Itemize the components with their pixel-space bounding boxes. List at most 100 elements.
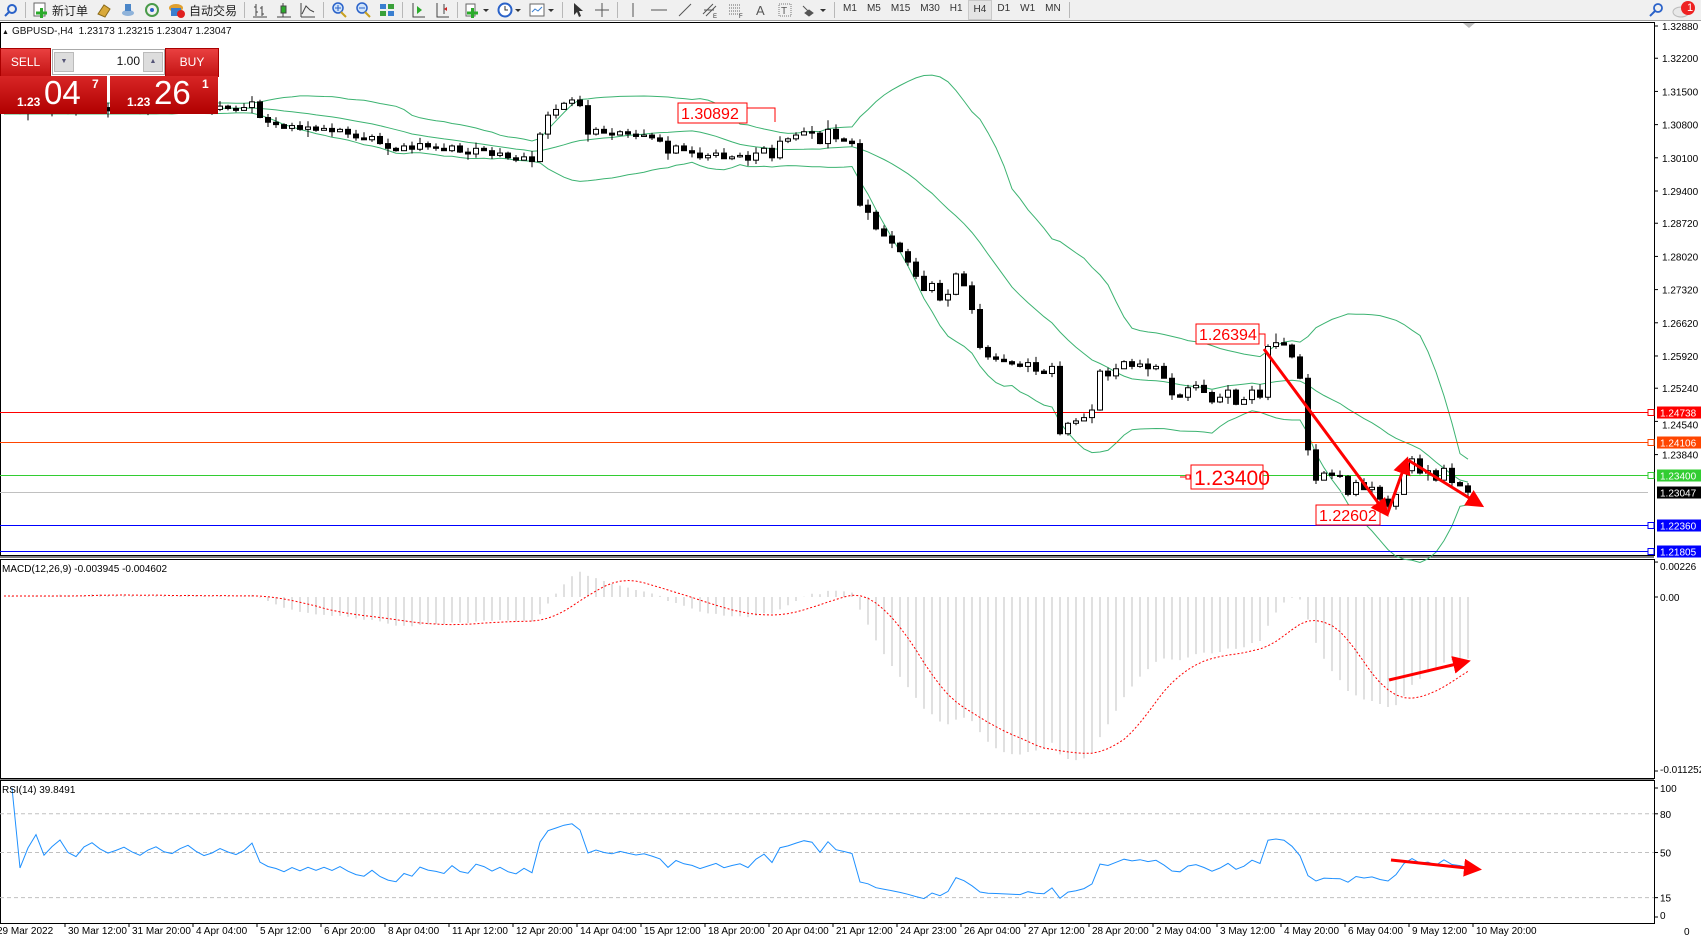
trendline-button[interactable] — [673, 1, 697, 19]
timeframe-m15[interactable]: M15 — [890, 3, 911, 14]
market-watch-icon — [122, 4, 135, 16]
rsi-divergence-arrow[interactable] — [1390, 858, 1482, 877]
price-axis-label: 1.31500 — [1662, 87, 1699, 98]
bear-candle-body — [1041, 370, 1047, 375]
trend-arrow-up[interactable] — [1385, 456, 1411, 516]
arrows-button[interactable] — [797, 1, 831, 19]
sell-button[interactable]: SELL — [0, 48, 51, 77]
annotation-handle[interactable] — [1185, 474, 1191, 480]
bollinger-upper-band — [4, 74, 1469, 460]
line-chart-button[interactable] — [296, 1, 320, 19]
volume-increase-button[interactable]: ▲ — [143, 52, 163, 72]
bar-chart-button[interactable] — [248, 1, 272, 19]
fibonacci-button[interactable]: F — [723, 1, 749, 19]
horizontal-line-button[interactable] — [645, 1, 673, 19]
bear-candle-body — [1449, 467, 1455, 484]
timeframe-m5[interactable]: M5 — [866, 3, 881, 14]
macd-divergence-arrow[interactable] — [1388, 656, 1471, 682]
toolbar-separator — [562, 2, 564, 18]
bear-candle-body — [385, 143, 391, 149]
vertical-line-button[interactable] — [621, 1, 645, 19]
bear-candle-body — [1297, 356, 1303, 379]
templates-button[interactable] — [525, 1, 559, 19]
svg-text:F: F — [739, 14, 743, 18]
line-handle[interactable] — [1647, 548, 1655, 555]
bear-candle-body — [225, 105, 231, 109]
buy-price-prefix: 1.23 — [127, 95, 151, 109]
bear-candle-body — [393, 147, 399, 152]
rsi-axis-label: 0 — [1660, 911, 1666, 922]
trend-arrow-down[interactable] — [1407, 458, 1485, 508]
cursor-button[interactable] — [566, 1, 590, 19]
candlestick-button[interactable] — [272, 1, 296, 19]
bull-candle-body — [777, 140, 783, 159]
price-line-label: 1.22360 — [1660, 522, 1697, 533]
line-handle[interactable] — [1647, 522, 1655, 529]
new-order-button[interactable]: 新订单 — [29, 1, 92, 19]
search-button[interactable] — [1645, 1, 1667, 19]
zoom-in-button[interactable] — [327, 1, 351, 19]
line-handle[interactable] — [1647, 439, 1655, 446]
zoom-out-button[interactable] — [351, 1, 375, 19]
timeframe-d1[interactable]: D1 — [997, 3, 1011, 14]
signals-button[interactable] — [140, 1, 164, 19]
autoscroll-button[interactable] — [406, 1, 430, 19]
text-label-button[interactable]: T — [773, 1, 797, 19]
crosshair-button[interactable] — [590, 1, 614, 19]
bull-candle-body — [753, 152, 759, 161]
candle — [1009, 360, 1015, 366]
text-button[interactable]: A — [749, 1, 773, 19]
bull-candle-body — [801, 131, 807, 136]
time-axis-label: 18 Apr 20:00 — [708, 926, 765, 937]
line-chart-icon — [300, 3, 316, 18]
sell-price[interactable]: 1.23 04 7 — [0, 74, 107, 114]
indicators-button[interactable] — [461, 1, 493, 19]
chart-shift-button[interactable] — [430, 1, 454, 19]
bull-candle-body — [401, 145, 407, 152]
candle — [673, 144, 679, 155]
buy-price[interactable]: 1.23 26 1 — [110, 74, 218, 114]
timeframe-h4[interactable]: H4 — [967, 0, 993, 20]
price-axis-label: 1.29400 — [1662, 187, 1699, 198]
notifications-button[interactable]: 1 — [1667, 1, 1701, 19]
timeframe-mn[interactable]: MN — [1045, 3, 1061, 14]
search-tool-button[interactable] — [0, 1, 22, 19]
bear-candle-body — [1057, 365, 1063, 435]
candle — [1441, 464, 1447, 481]
trend-arrow-down[interactable] — [1262, 348, 1389, 517]
candle — [617, 130, 623, 136]
bear-candle-body — [609, 132, 615, 136]
timeframe-m30[interactable]: M30 — [920, 3, 940, 14]
history-button[interactable] — [92, 1, 116, 19]
timeframe-m1[interactable]: M1 — [843, 3, 857, 14]
volume-decrease-button[interactable]: ▼ — [54, 52, 74, 72]
candle — [897, 241, 903, 253]
candle — [697, 147, 703, 160]
price-annotation-box[interactable] — [677, 102, 748, 124]
volume-input[interactable]: 1.00 — [116, 54, 140, 68]
candle — [1321, 470, 1327, 481]
timeframe-w1[interactable]: W1 — [1020, 3, 1036, 14]
timeframe-h1[interactable]: H1 — [949, 3, 963, 14]
chart-shift-marker-icon[interactable] — [1463, 23, 1475, 28]
buy-button[interactable]: BUY — [165, 48, 219, 77]
line-handle[interactable] — [1647, 472, 1655, 479]
periods-button[interactable] — [493, 1, 525, 19]
bollinger-lower-band — [4, 112, 1469, 564]
bollinger-middle-band — [4, 107, 1469, 483]
market-watch-button[interactable] — [116, 1, 140, 19]
equidistant-channel-button[interactable]: E — [697, 1, 723, 19]
price-annotation-box[interactable] — [1190, 464, 1264, 490]
bear-candle-body — [1105, 370, 1111, 377]
auto-trading-button[interactable]: 自动交易 — [164, 1, 241, 19]
bear-candle-body — [265, 117, 271, 123]
volume-stepper[interactable]: ▼ 1.00 ▲ — [52, 49, 165, 75]
candle — [289, 122, 295, 132]
collapse-triangle-icon[interactable]: ▲ — [2, 29, 9, 36]
bear-candle-body — [409, 145, 415, 150]
price-line-label-bg — [1657, 469, 1701, 482]
tile-windows-button[interactable] — [375, 1, 399, 19]
bear-candle-body — [1169, 377, 1175, 396]
line-handle[interactable] — [1647, 409, 1655, 416]
